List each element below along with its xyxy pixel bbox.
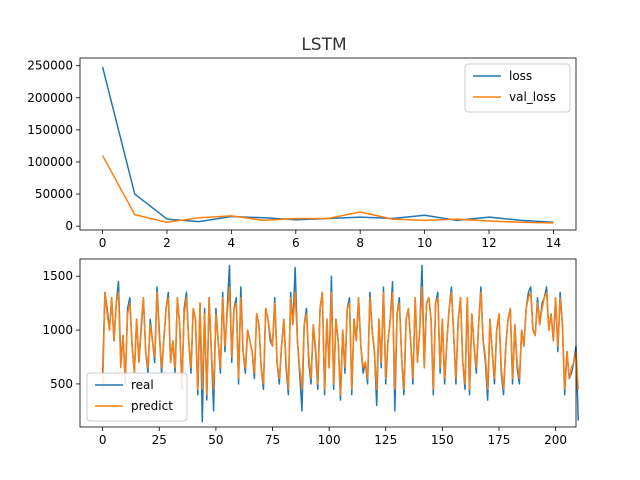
y-tick-label: 150000 — [27, 123, 73, 137]
y-tick-label: 200000 — [27, 91, 73, 105]
y-tick-label: 50000 — [35, 187, 73, 201]
chart-title: LSTM — [301, 35, 346, 55]
axes-frame — [79, 57, 577, 231]
x-tick-label: 8 — [356, 236, 364, 250]
x-tick-label: 2 — [163, 236, 171, 250]
y-tick-label: 100000 — [27, 155, 73, 169]
x-tick-label: 50 — [208, 433, 223, 447]
x-tick-label: 12 — [481, 236, 496, 250]
x-tick-label: 6 — [292, 236, 300, 250]
x-tick-label: 100 — [318, 433, 341, 447]
y-tick-label: 1000 — [42, 323, 73, 337]
x-tick-label: 0 — [99, 433, 107, 447]
x-tick-label: 14 — [546, 236, 561, 250]
x-tick-label: 125 — [374, 433, 397, 447]
axes-frame — [79, 258, 577, 428]
legend-label-real: real — [131, 378, 154, 392]
x-tick-label: 150 — [431, 433, 454, 447]
legend-label-predict: predict — [131, 399, 173, 413]
legend-label-val_loss: val_loss — [509, 90, 556, 104]
y-tick-label: 500 — [50, 377, 73, 391]
legend-label-loss: loss — [509, 69, 532, 83]
x-tick-label: 175 — [488, 433, 511, 447]
prediction-chart: 0 25 50 75 100 125 150 175 200 500 1000 1500 real pre… — [42, 258, 580, 447]
x-tick-label: 200 — [544, 433, 567, 447]
x-tick-label: 75 — [265, 433, 280, 447]
series-line-val_loss — [101, 155, 554, 224]
y-tick-label: 0 — [65, 219, 73, 233]
x-tick-label: 10 — [417, 236, 432, 250]
y-tick-label: 1500 — [42, 269, 73, 283]
x-tick-label: 25 — [152, 433, 167, 447]
loss-chart: 0 2 4 6 8 10 12 14 0 50000 100000 150000 200000 25000… — [27, 57, 577, 250]
x-tick-label: 4 — [228, 236, 236, 250]
x-tick-label: 0 — [99, 236, 107, 250]
y-tick-label: 250000 — [27, 59, 73, 73]
